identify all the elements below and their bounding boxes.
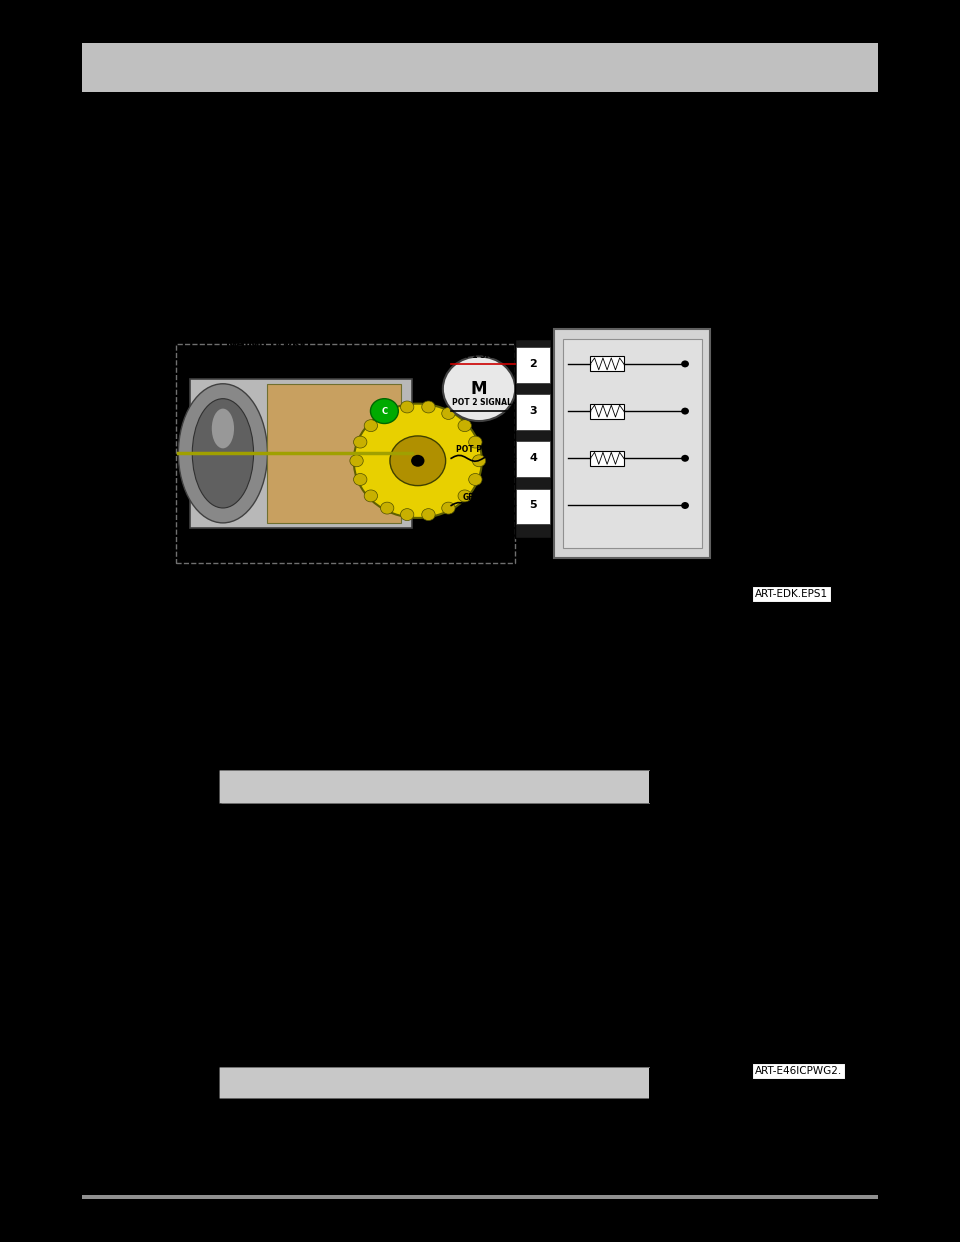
Circle shape <box>371 399 398 424</box>
Circle shape <box>442 407 455 420</box>
Ellipse shape <box>179 384 268 523</box>
Circle shape <box>472 455 486 467</box>
Circle shape <box>468 436 482 448</box>
Circle shape <box>682 360 689 368</box>
Circle shape <box>443 356 516 421</box>
Text: 5: 5 <box>529 501 537 510</box>
Circle shape <box>353 473 367 486</box>
Bar <box>176 344 516 563</box>
Bar <box>590 404 624 419</box>
Text: POT SIGNAL 2: POT SIGNAL 2 <box>447 939 532 1010</box>
Circle shape <box>349 455 363 467</box>
Circle shape <box>400 509 414 520</box>
Text: 100%: 100% <box>630 1108 668 1120</box>
Bar <box>82 1195 878 1199</box>
Circle shape <box>400 401 414 412</box>
Text: ELECTRIC THROTTLE
VALVE (EDK): ELECTRIC THROTTLE VALVE (EDK) <box>228 327 356 349</box>
Bar <box>218 1067 649 1099</box>
Circle shape <box>380 502 394 514</box>
Text: POT 1 SIGNAL: POT 1 SIGNAL <box>452 351 512 360</box>
Ellipse shape <box>212 409 234 448</box>
Text: 5V: 5V <box>182 764 201 776</box>
Circle shape <box>390 436 445 486</box>
Text: POT SIGNAL 1: POT SIGNAL 1 <box>434 861 519 930</box>
Circle shape <box>421 509 435 520</box>
Circle shape <box>682 407 689 415</box>
Circle shape <box>682 502 689 509</box>
Bar <box>82 43 878 92</box>
Circle shape <box>458 489 471 502</box>
Bar <box>563 339 702 548</box>
Text: MS 43 NEW FUNCTIONS: MS 43 NEW FUNCTIONS <box>113 138 445 163</box>
Text: ART-EDK.EPS1: ART-EDK.EPS1 <box>755 589 828 599</box>
Circle shape <box>682 455 689 462</box>
Bar <box>516 347 550 383</box>
Text: C: C <box>381 406 388 416</box>
Text: 0: 0 <box>214 1108 223 1120</box>
Ellipse shape <box>192 399 253 508</box>
Text: Feedback signal 2 provides a signal from 4.5 V (LL) to 0.5 V (VL): Feedback signal 2 provides a signal from… <box>113 342 560 355</box>
Bar <box>554 329 710 558</box>
Circle shape <box>411 455 424 467</box>
Text: GROUND: GROUND <box>463 493 501 502</box>
Text: 0.5V: 0.5V <box>169 1061 201 1073</box>
Bar <box>218 770 649 804</box>
Text: Potentiometer signal 1 is the primary feedback signal of throttle plate position: Potentiometer signal 1 is the primary fe… <box>113 388 749 421</box>
Circle shape <box>353 436 367 448</box>
Circle shape <box>353 404 482 518</box>
Bar <box>590 451 624 466</box>
Bar <box>268 384 401 523</box>
Bar <box>516 339 551 538</box>
Text: M: M <box>470 380 488 397</box>
Text: POT POWER: POT POWER <box>456 446 508 455</box>
Text: THROTTLE PLATE POSITION: THROTTLE PLATE POSITION <box>295 1128 530 1143</box>
Bar <box>516 441 550 477</box>
Text: Feedback signal 1 provides a signal from 0.5 V  (LL) to 4.5 V (VL).: Feedback signal 1 provides a signal from… <box>113 302 568 317</box>
Circle shape <box>380 407 394 420</box>
Bar <box>189 379 412 528</box>
Bar <box>590 356 624 371</box>
Text: M54engMS43/ST036/6/20000: M54engMS43/ST036/6/20000 <box>694 1180 847 1190</box>
Circle shape <box>364 489 377 502</box>
Bar <box>516 488 550 524</box>
Text: EDK THROTTLE POSITION FEEDBACK SIGNALS: EDK THROTTLE POSITION FEEDBACK SIGNALS <box>113 184 562 202</box>
Circle shape <box>468 473 482 486</box>
Circle shape <box>364 420 377 432</box>
Text: The EDK throttle plate is monitored by two integrated potentiometers.  The poten: The EDK throttle plate is monitored by t… <box>113 231 756 283</box>
Text: 4: 4 <box>529 453 537 463</box>
Text: 2: 2 <box>529 359 537 369</box>
Text: MOTOR
CONTROL: MOTOR CONTROL <box>453 304 505 325</box>
Text: 3: 3 <box>529 406 537 416</box>
Text: 13: 13 <box>820 1148 847 1166</box>
Text: 0V: 0V <box>182 1093 201 1107</box>
Text: SIGNAL VOLTAGE WITHIN THE
GRAY  ZONES NOT PLAUSIBLE: SIGNAL VOLTAGE WITHIN THE GRAY ZONES NOT… <box>300 684 497 714</box>
Circle shape <box>442 502 455 514</box>
Text: POT 2 SIGNAL: POT 2 SIGNAL <box>452 399 512 407</box>
Text: 4.5V: 4.5V <box>169 796 201 810</box>
Text: ART-E46ICPWG2.: ART-E46ICPWG2. <box>755 1066 842 1076</box>
Circle shape <box>458 420 471 432</box>
Circle shape <box>421 401 435 412</box>
Bar <box>516 394 550 430</box>
